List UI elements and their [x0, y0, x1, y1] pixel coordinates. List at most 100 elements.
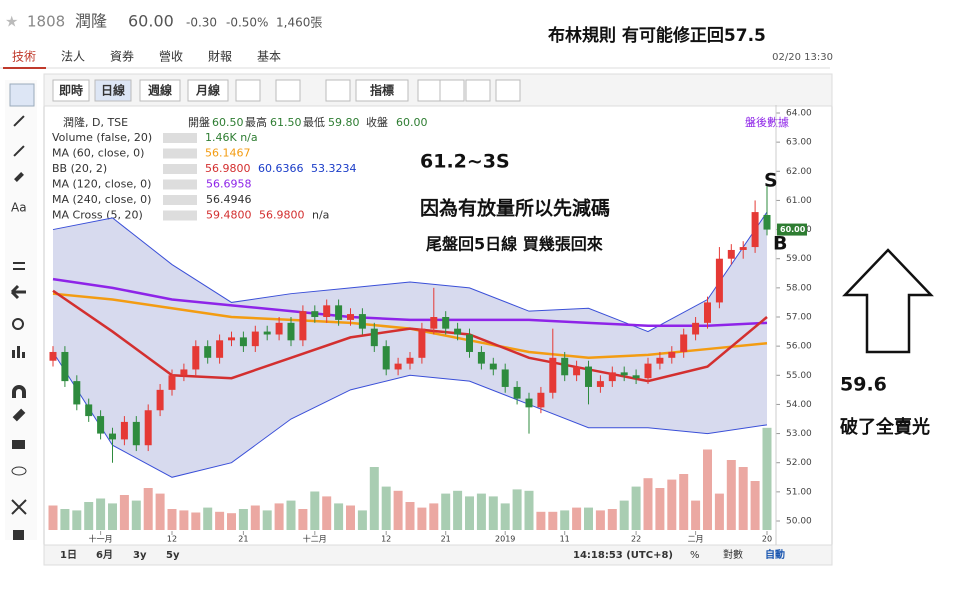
toolbar-icon-button[interactable] — [465, 79, 491, 102]
x-tick-label: 二月 — [688, 535, 704, 544]
volume-bar — [560, 510, 570, 530]
volume-bar — [572, 507, 582, 530]
toolbar-icon-button[interactable] — [325, 79, 351, 102]
toolbar-button[interactable] — [52, 79, 90, 102]
volume-bar — [750, 481, 760, 530]
range-button[interactable]: 1日 — [60, 549, 77, 561]
x-tick-label: 11 — [560, 535, 570, 544]
stock-code: 1808 — [27, 13, 65, 31]
candle-body — [394, 363, 402, 370]
indicator-controls[interactable] — [163, 195, 197, 205]
range-button[interactable]: 5y — [166, 550, 180, 561]
toolbar-icon-button[interactable] — [495, 79, 521, 102]
volume-bar — [405, 502, 415, 530]
y-tick-label: 62.00 — [786, 167, 812, 177]
toolbar-button[interactable] — [355, 79, 409, 102]
candle-body — [489, 363, 497, 370]
y-tick-label: 51.00 — [786, 487, 812, 497]
candle-body — [49, 351, 57, 361]
tab[interactable]: 技術 — [12, 50, 36, 64]
indicator-controls[interactable] — [163, 179, 197, 190]
volume-bar — [72, 510, 82, 530]
toolbar-icon-button[interactable] — [439, 79, 465, 102]
tab[interactable]: 營收 — [159, 50, 183, 64]
candle-body — [668, 351, 676, 358]
candle-body — [620, 372, 628, 376]
volume-bar — [762, 427, 772, 530]
legend-name: 潤隆, D, TSE — [63, 115, 128, 129]
candle-body — [608, 372, 616, 382]
volume-bar — [417, 507, 427, 530]
legend-ohlc: 最低 — [303, 116, 325, 129]
volume-bar — [441, 493, 451, 530]
indicator-line — [52, 277, 768, 327]
candle-body — [251, 331, 259, 347]
indicator-value: 56.6958 — [206, 178, 252, 191]
last-price-label: 60.00 — [780, 225, 806, 234]
tab[interactable]: 法人 — [61, 50, 85, 64]
star-icon[interactable]: ★ — [5, 13, 18, 31]
toolbar-icon-button[interactable] — [235, 79, 261, 102]
stop-price: 59.6 — [840, 374, 887, 396]
volume-bar — [667, 479, 677, 530]
volume-bar — [714, 493, 724, 530]
volume-bar — [203, 507, 213, 530]
x-tick-label: 21 — [441, 535, 451, 544]
range-button[interactable]: 3y — [133, 550, 147, 561]
range-button[interactable]: 6月 — [96, 549, 113, 561]
legend-ohlc: 60.00 — [396, 116, 428, 129]
volume-bar — [536, 511, 546, 530]
indicator-controls[interactable] — [163, 164, 197, 174]
volume-bar — [108, 503, 117, 530]
volume-bar — [346, 505, 355, 530]
log-toggle[interactable]: 對數 — [723, 548, 743, 561]
legend-ohlc: 60.50 — [212, 116, 244, 129]
tab[interactable]: 財報 — [208, 49, 232, 64]
toolbar-button[interactable] — [187, 79, 229, 102]
volume-bar — [524, 490, 534, 530]
indicator-value: 56.4946 — [206, 193, 252, 206]
candle-body — [287, 322, 295, 341]
x-tick-label: 12 — [381, 535, 391, 544]
indicator-controls[interactable] — [163, 148, 197, 159]
x-tick-label: 十二月 — [303, 534, 327, 544]
annotation-buyback: 尾盤回5日線 買幾張回來 — [426, 235, 603, 254]
toolbar-icon-button[interactable] — [417, 79, 443, 102]
y-tick-label: 50.00 — [786, 517, 812, 527]
indicator-controls[interactable] — [163, 133, 197, 143]
plot — [48, 185, 772, 530]
toolbar-button[interactable] — [139, 79, 181, 102]
tab[interactable]: 資券 — [110, 49, 134, 64]
candle-body — [466, 334, 473, 352]
indicator-name: MA Cross (5, 20) — [52, 209, 143, 222]
up-arrow — [842, 248, 934, 354]
toolbar-label: 指標 — [370, 83, 394, 98]
tab[interactable]: 基本 — [257, 50, 281, 64]
volume-bar — [381, 486, 391, 530]
volume-bar — [322, 496, 332, 530]
x-tick-label: 2019 — [495, 535, 515, 544]
note-time: 02/20 13:30 — [772, 52, 833, 63]
volume-bar — [179, 510, 189, 530]
candle-body — [85, 404, 93, 417]
volume-bar — [726, 460, 736, 530]
price: 60.00 — [128, 12, 174, 31]
percent-toggle[interactable]: % — [690, 550, 700, 561]
after-hours: 盤後數據 — [745, 115, 789, 129]
toolbar-button[interactable] — [94, 79, 132, 102]
toolbar-label: 日線 — [101, 83, 125, 98]
candle-body — [692, 322, 700, 335]
toolbar-icon-button[interactable] — [275, 79, 301, 102]
volume-bar — [691, 500, 701, 530]
indicator-value: 59.4800 — [206, 209, 252, 222]
y-tick-label: 58.00 — [786, 283, 812, 293]
candle-body — [192, 346, 200, 370]
auto-toggle[interactable]: 自動 — [765, 548, 785, 561]
volume-bar — [607, 509, 617, 530]
crosshair-tool[interactable] — [9, 83, 35, 107]
y-tick-label: 64.00 — [786, 109, 812, 119]
indicator-controls[interactable] — [163, 210, 197, 221]
volume-bar — [548, 511, 558, 530]
toolbar-label: 月線 — [195, 83, 220, 98]
volume-bar — [84, 502, 94, 530]
